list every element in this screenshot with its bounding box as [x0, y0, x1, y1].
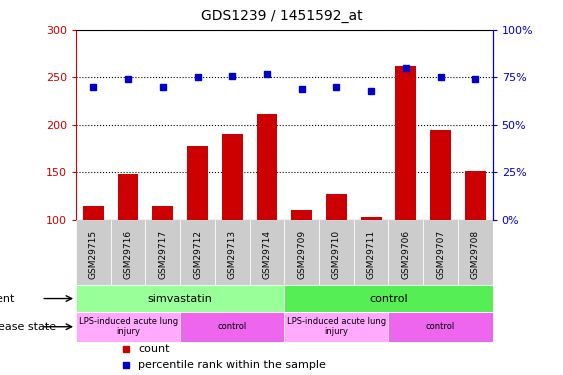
Bar: [187, 146, 208, 220]
Bar: [284, 312, 388, 342]
Bar: [222, 135, 243, 220]
Text: GSM29716: GSM29716: [124, 230, 132, 279]
Text: control: control: [426, 322, 455, 331]
Text: count: count: [138, 344, 170, 354]
Bar: [118, 174, 138, 220]
Text: GDS1239 / 1451592_at: GDS1239 / 1451592_at: [200, 9, 363, 23]
Bar: [395, 66, 416, 220]
Text: GSM29713: GSM29713: [228, 230, 236, 279]
Bar: [284, 285, 493, 312]
Bar: [76, 285, 284, 312]
Text: control: control: [369, 294, 408, 303]
Bar: [388, 220, 423, 285]
Bar: [458, 220, 493, 285]
Text: LPS-induced acute lung
injury: LPS-induced acute lung injury: [287, 317, 386, 336]
Bar: [326, 194, 347, 220]
Text: GSM29709: GSM29709: [297, 230, 306, 279]
Text: GSM29706: GSM29706: [401, 230, 410, 279]
Bar: [319, 220, 354, 285]
Bar: [145, 220, 180, 285]
Text: GSM29708: GSM29708: [471, 230, 480, 279]
Bar: [291, 210, 312, 220]
Text: LPS-induced acute lung
injury: LPS-induced acute lung injury: [78, 317, 178, 336]
Bar: [354, 220, 388, 285]
Bar: [257, 114, 278, 220]
Text: GSM29707: GSM29707: [436, 230, 445, 279]
Text: GSM29711: GSM29711: [367, 230, 376, 279]
Text: control: control: [218, 322, 247, 331]
Bar: [430, 130, 451, 220]
Text: GSM29715: GSM29715: [89, 230, 98, 279]
Bar: [361, 217, 382, 220]
Text: GSM29710: GSM29710: [332, 230, 341, 279]
Bar: [423, 220, 458, 285]
Bar: [180, 220, 215, 285]
Bar: [111, 220, 145, 285]
Text: percentile rank within the sample: percentile rank within the sample: [138, 360, 327, 370]
Bar: [76, 220, 111, 285]
Bar: [465, 171, 486, 220]
Bar: [249, 220, 284, 285]
Text: GSM29714: GSM29714: [262, 230, 271, 279]
Bar: [76, 312, 180, 342]
Bar: [180, 312, 284, 342]
Bar: [215, 220, 249, 285]
Text: GSM29712: GSM29712: [193, 230, 202, 279]
Text: agent: agent: [0, 294, 15, 303]
Bar: [153, 206, 173, 220]
Bar: [284, 220, 319, 285]
Bar: [83, 206, 104, 220]
Text: disease state: disease state: [0, 322, 56, 332]
Text: simvastatin: simvastatin: [148, 294, 213, 303]
Bar: [388, 312, 493, 342]
Text: GSM29717: GSM29717: [158, 230, 167, 279]
